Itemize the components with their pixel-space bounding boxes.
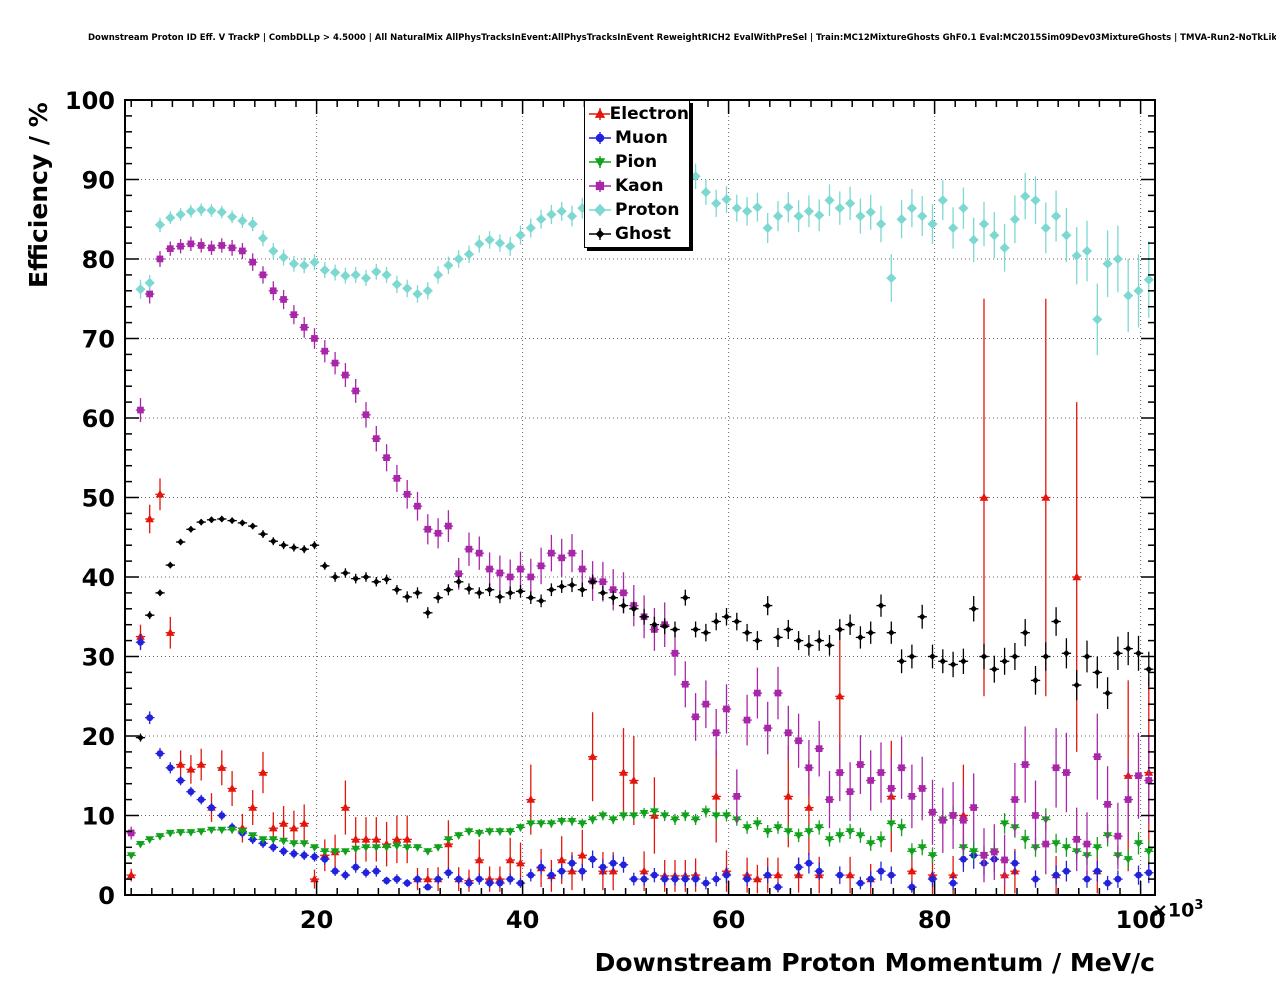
svg-text:80: 80 <box>82 246 115 274</box>
legend-label-pion: Pion <box>615 151 658 172</box>
proton-marker-icon <box>589 204 611 216</box>
legend-label-ghost: Ghost <box>615 223 671 244</box>
legend-label-electron: Electron <box>609 103 689 124</box>
svg-text:50: 50 <box>82 485 115 513</box>
legend-item-muon: Muon <box>585 126 689 150</box>
series-proton-markers <box>135 171 1154 325</box>
svg-text:100: 100 <box>65 87 115 115</box>
svg-text:10: 10 <box>82 803 115 831</box>
legend-item-ghost: Ghost <box>585 222 689 246</box>
svg-text:60: 60 <box>82 405 115 433</box>
legend: Electron Muon Pion Kaon Proton Ghost <box>584 100 690 248</box>
muon-marker-icon <box>589 132 611 144</box>
x-axis-title: Downstream Proton Momentum / MeV/c <box>594 948 1155 977</box>
legend-item-electron: Electron <box>585 102 689 126</box>
svg-text:60: 60 <box>712 906 745 934</box>
ghost-marker-icon <box>589 228 611 240</box>
series-ghost-markers <box>137 515 1153 741</box>
svg-text:40: 40 <box>82 564 115 592</box>
legend-item-kaon: Kaon <box>585 174 689 198</box>
series-pion-markers <box>126 808 1154 864</box>
svg-text:0: 0 <box>98 882 115 910</box>
svg-text:40: 40 <box>506 906 539 934</box>
legend-label-muon: Muon <box>615 127 668 148</box>
svg-text:20: 20 <box>300 906 333 934</box>
y-axis-title: Efficiency / % <box>24 102 53 288</box>
kaon-marker-icon <box>589 180 611 192</box>
series-electron-markers <box>126 489 1154 884</box>
axis-tick-labels: 0 10 20 30 40 50 60 70 80 90 100 20 40 60 80 100 <box>65 87 1166 934</box>
series-pion-errorbars <box>126 805 1154 869</box>
svg-text:20: 20 <box>82 723 115 751</box>
svg-text:100: 100 <box>1116 906 1166 934</box>
svg-text:80: 80 <box>918 906 951 934</box>
x-axis-exponent: ×103 <box>1152 898 1204 922</box>
axis-ticks <box>125 99 1155 896</box>
electron-marker-icon <box>589 108 610 120</box>
pion-marker-icon <box>589 156 611 168</box>
series-kaon-markers <box>127 240 1153 864</box>
svg-text:70: 70 <box>82 326 115 354</box>
series-kaon-errorbars <box>126 236 1154 886</box>
legend-label-kaon: Kaon <box>615 175 664 196</box>
legend-item-proton: Proton <box>585 198 689 222</box>
svg-text:30: 30 <box>82 644 115 672</box>
legend-item-pion: Pion <box>585 150 689 174</box>
svg-text:90: 90 <box>82 167 115 195</box>
plot-title: Downstream Proton ID Eff. V TrackP | Com… <box>88 33 1276 43</box>
series-electron-errorbars <box>126 298 1154 895</box>
legend-label-proton: Proton <box>615 199 680 220</box>
